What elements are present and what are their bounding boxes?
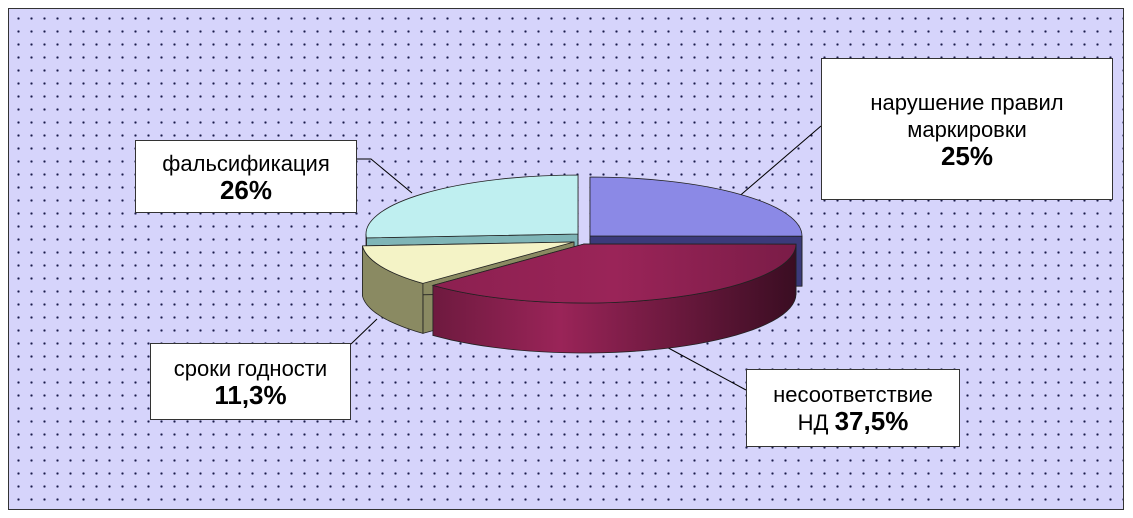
leader-lines	[350, 125, 822, 391]
label-fake-line1: фальсификация	[162, 150, 330, 176]
label-nd-line2: НД 37,5%	[797, 405, 909, 436]
slice-1	[431, 243, 797, 354]
label-nd-line1: несоответствие	[773, 381, 933, 407]
pie-slices	[361, 174, 803, 354]
label-fake-value: 26%	[219, 174, 273, 205]
slice-1-top	[431, 243, 797, 304]
label-nd-prefix: НД	[797, 409, 829, 435]
label-expiry-value: 11,3%	[214, 379, 287, 410]
slice-3-top	[365, 174, 579, 239]
leader-line-1	[357, 158, 413, 194]
slice-2-top	[361, 241, 575, 284]
label-marking-value: 25%	[940, 140, 994, 171]
leader-line-0	[728, 125, 822, 206]
label-expiry-line1: сроки годности	[173, 355, 328, 381]
label-marking: нарушение правил маркировки 25%	[821, 58, 1113, 200]
label-marking-line1: нарушение правил	[870, 89, 1064, 115]
label-marking-line2: маркировки	[907, 116, 1027, 142]
label-expiry: сроки годности 11,3%	[150, 343, 351, 420]
chart-area: нарушение правил маркировки 25% фальсифи…	[8, 8, 1124, 510]
label-fake: фальсификация 26%	[135, 140, 357, 213]
label-nd-value: 37,5%	[834, 405, 909, 436]
label-nd: несоответствие НД 37,5%	[746, 369, 960, 447]
slice-0-top	[589, 176, 803, 237]
leader-line-3	[660, 343, 747, 391]
pie-chart	[350, 125, 822, 391]
leader-line-2	[350, 318, 378, 345]
